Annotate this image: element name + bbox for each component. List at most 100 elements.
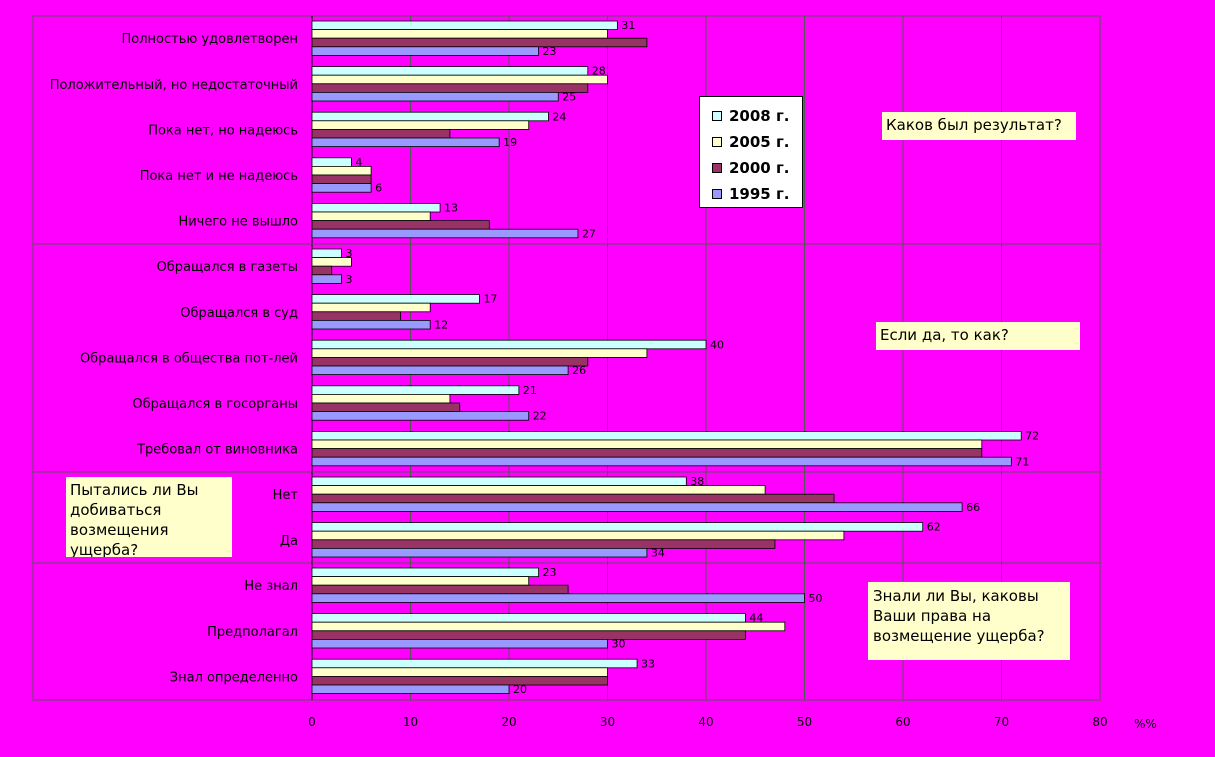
bar-2008г — [311, 202, 441, 213]
category-label: Пока нет и не надеюсь — [140, 169, 298, 184]
attempt-question-note: Пытались ли Вы добиваться возмещения уще… — [66, 477, 232, 557]
data-label: 19 — [503, 136, 517, 149]
bar-2008г — [311, 157, 352, 167]
bar-1995г — [311, 137, 500, 148]
data-label: 23 — [543, 566, 557, 579]
data-label: 3 — [346, 247, 353, 260]
bar-2008г — [311, 567, 539, 578]
data-label: 24 — [552, 110, 566, 123]
bar-1995г — [311, 183, 372, 193]
data-label: 66 — [966, 501, 980, 514]
category-label: Не знал — [244, 579, 298, 594]
data-label: 34 — [651, 547, 665, 560]
bar-2008г — [311, 111, 549, 122]
bar-2008г — [311, 294, 480, 304]
category-label: Обращался в общества пот-лей — [80, 351, 298, 366]
bar-2005г — [311, 576, 530, 586]
bar-2000г — [311, 128, 451, 139]
bar-2000г — [311, 493, 835, 504]
data-label: 6 — [375, 182, 382, 195]
legend-item-2000: 2000 г. — [712, 155, 802, 181]
x-tick-label-70: 70 — [994, 715, 1009, 729]
bar-2000г — [311, 584, 569, 595]
x-tick-label-0: 0 — [308, 715, 316, 729]
bar-1995г — [311, 46, 539, 56]
category-label: Требовал от виновника — [136, 443, 298, 458]
category-label: Полностью удовлетворен — [122, 32, 299, 47]
bar-2005г — [311, 393, 451, 404]
rights-question-note: Знали ли Вы, каковы Ваши права на возмещ… — [868, 582, 1070, 660]
data-label: 62 — [927, 521, 941, 534]
bar-1995г — [311, 684, 510, 695]
chart-legend: 2008 г. 2005 г. 2000 г. 1995 г. — [699, 96, 803, 208]
legend-swatch-2008 — [712, 111, 722, 121]
bar-1995г — [311, 274, 342, 284]
bar-1995г — [311, 92, 559, 102]
bar-2005г — [311, 211, 431, 222]
bar-2005г — [311, 439, 983, 450]
result-question-note: Каков был результат? — [882, 112, 1076, 140]
how-question-note: Если да, то как? — [876, 322, 1080, 350]
bar-2000г — [311, 676, 608, 686]
legend-item-2008: 2008 г. — [712, 103, 802, 129]
data-label: 17 — [483, 293, 497, 306]
data-label: 31 — [621, 19, 635, 32]
bar-2005г — [311, 29, 608, 39]
bar-1995г — [311, 411, 530, 421]
bar-2008г — [311, 613, 746, 623]
data-label: 38 — [690, 475, 704, 488]
data-label: 23 — [543, 45, 557, 58]
bar-1995г — [311, 502, 963, 512]
bar-2005г — [311, 667, 608, 677]
category-label: Знал определенно — [170, 670, 298, 685]
bar-2005г — [311, 302, 431, 313]
legend-swatch-1995 — [712, 189, 722, 199]
bar-2008г — [311, 476, 687, 487]
x-tick-label-60: 60 — [895, 715, 910, 729]
bar-2005г — [311, 165, 372, 176]
bar-2008г — [311, 385, 520, 395]
bar-2005г — [311, 348, 648, 358]
data-label: 40 — [710, 338, 724, 351]
bar-1995г — [311, 365, 569, 376]
bar-2008г — [311, 20, 618, 31]
data-label: 20 — [513, 683, 527, 696]
data-label: 26 — [572, 364, 586, 377]
legend-label-2005: 2005 г. — [729, 133, 790, 151]
data-label: 25 — [562, 91, 576, 104]
bar-2005г — [311, 120, 530, 130]
legend-item-2005: 2005 г. — [712, 129, 802, 155]
legend-label-1995: 1995 г. — [729, 185, 790, 203]
bar-2000г — [311, 311, 402, 321]
data-label: 28 — [592, 65, 606, 78]
data-label: 13 — [444, 202, 458, 215]
legend-label-2008: 2008 г. — [729, 107, 790, 125]
bar-1995г — [311, 548, 648, 558]
bar-2005г — [311, 485, 766, 495]
data-label: 30 — [612, 638, 626, 651]
data-label: 72 — [1025, 430, 1039, 443]
data-label: 3 — [346, 273, 353, 286]
bar-1995г — [311, 319, 431, 330]
data-label: 4 — [355, 156, 362, 169]
data-label: 50 — [809, 592, 823, 605]
data-label: 44 — [749, 612, 763, 625]
category-label: Обращался в газеты — [157, 260, 298, 275]
bar-1995г — [311, 456, 1012, 467]
legend-label-2000: 2000 г. — [729, 159, 790, 177]
bar-2000г — [311, 220, 490, 230]
data-label: 22 — [533, 410, 547, 423]
bar-2005г — [311, 257, 352, 267]
data-label: 27 — [582, 227, 596, 240]
bar-2008г — [311, 658, 638, 669]
legend-swatch-2005 — [712, 137, 722, 147]
bar-2008г — [311, 248, 342, 259]
category-label: Положительный, но недостаточный — [50, 78, 298, 93]
data-label: 71 — [1015, 455, 1029, 468]
x-tick-label-50: 50 — [797, 715, 812, 729]
category-label: Да — [280, 534, 298, 549]
data-label: 33 — [641, 657, 655, 670]
bar-2008г — [311, 66, 589, 76]
bar-2000г — [311, 37, 648, 48]
